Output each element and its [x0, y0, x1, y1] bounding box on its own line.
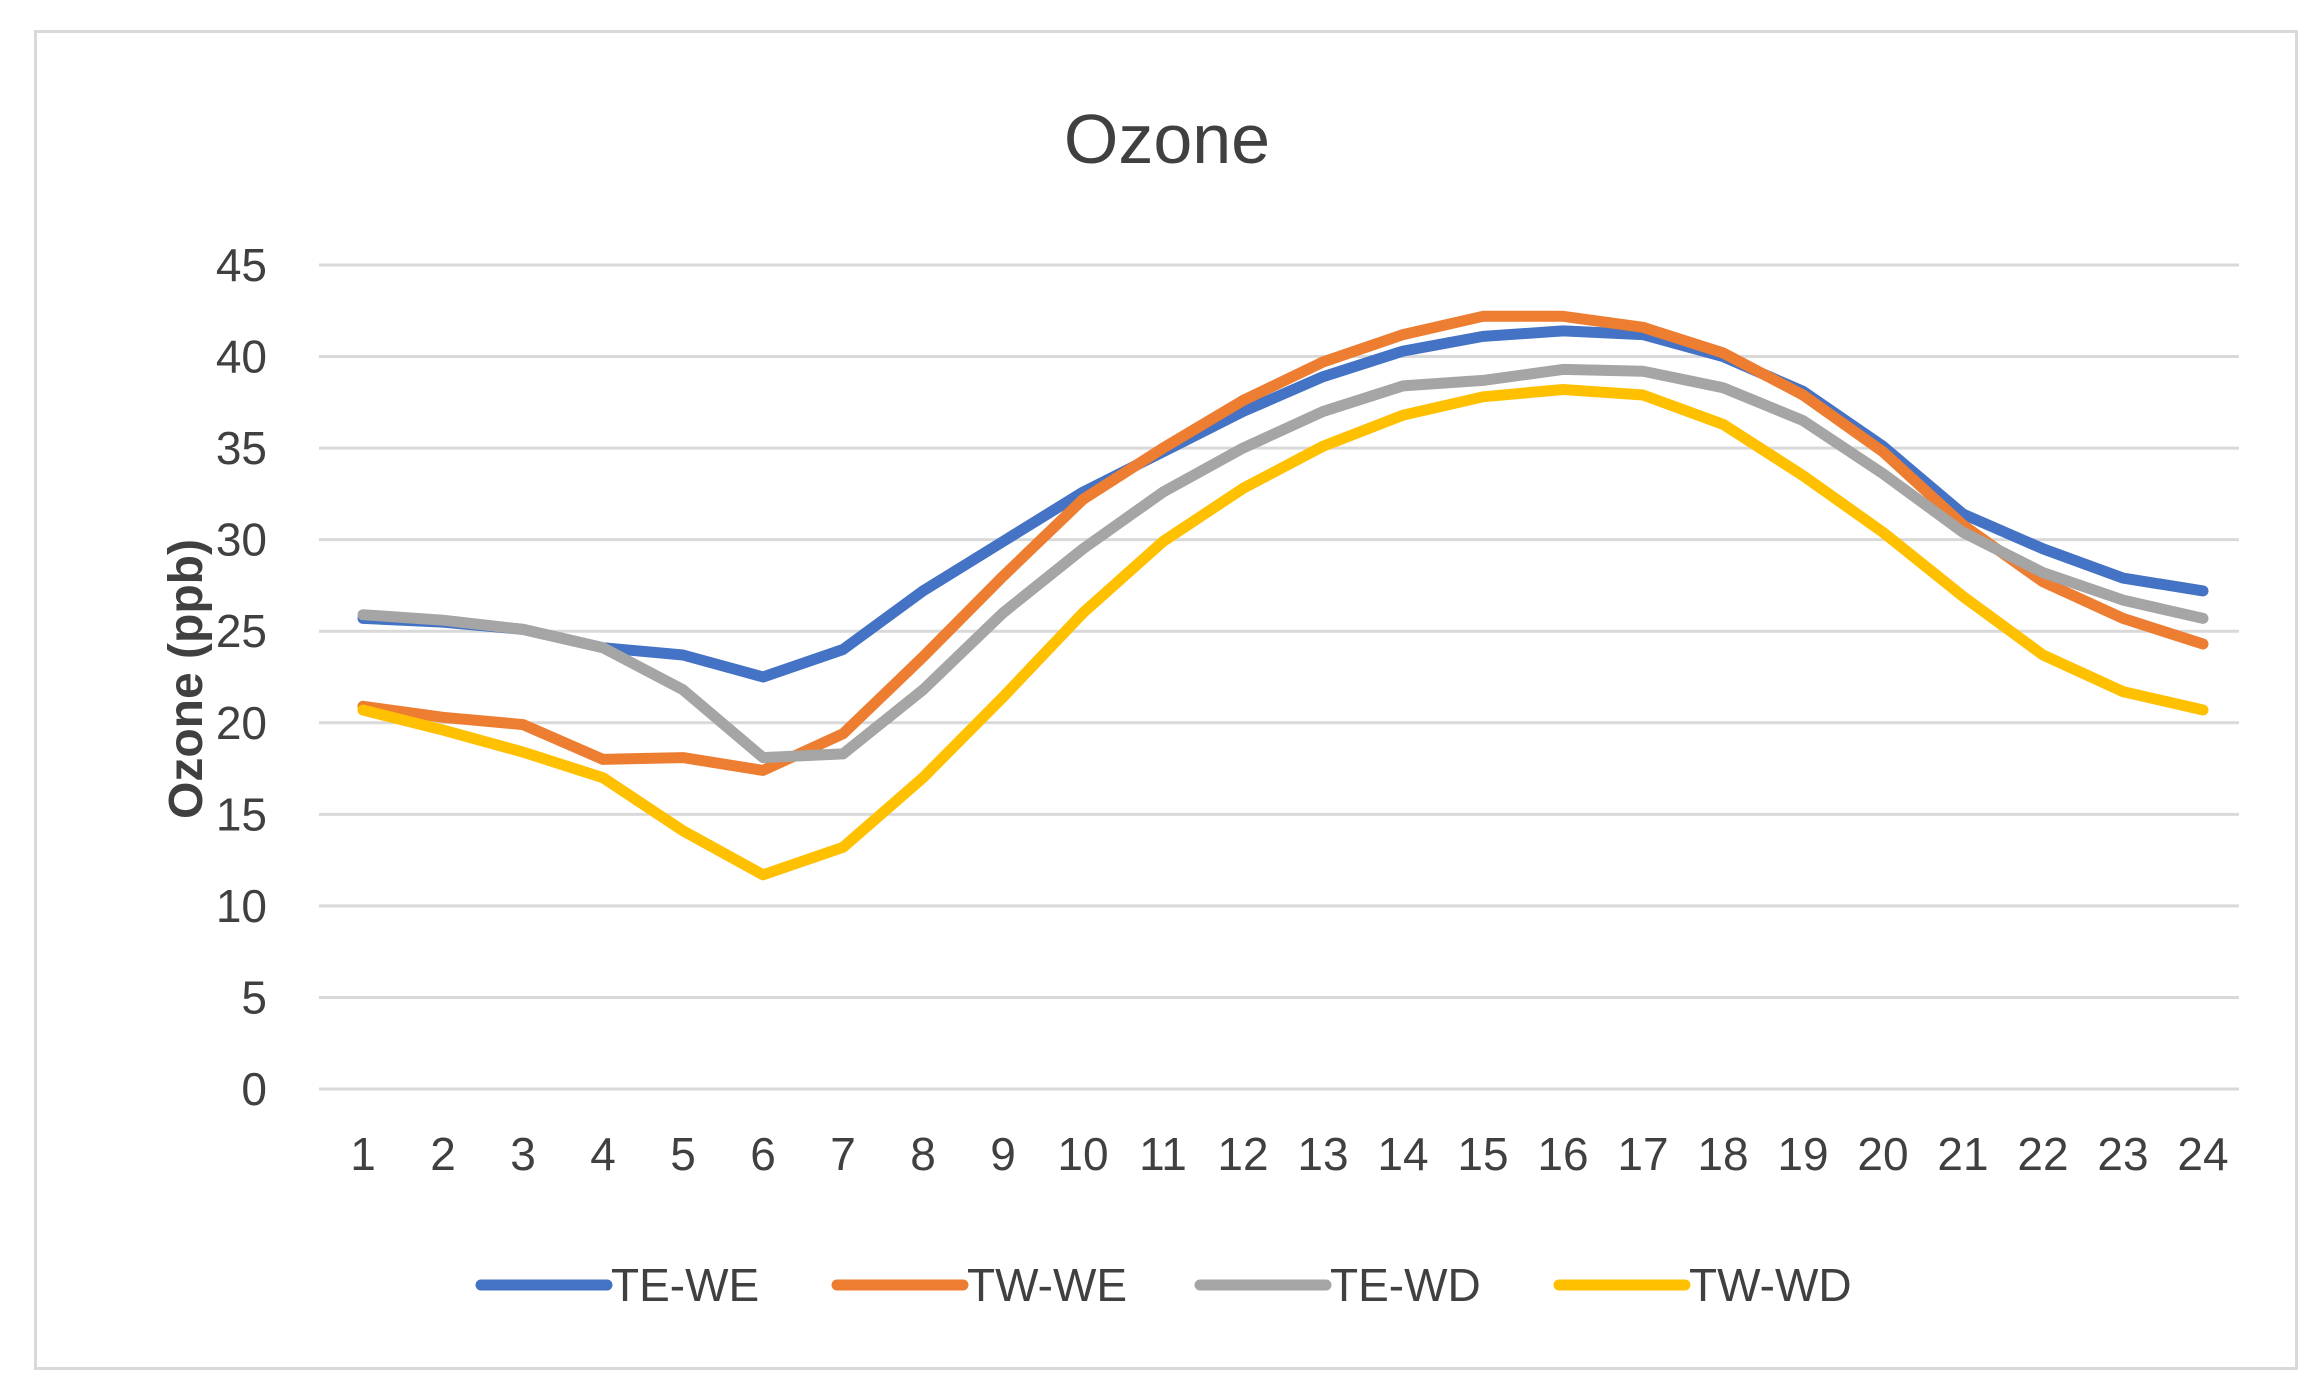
x-tick-label: 5 [670, 1128, 696, 1180]
x-tick-label: 3 [510, 1128, 536, 1180]
y-tick-label: 35 [216, 422, 267, 474]
x-tick-label: 1 [350, 1128, 376, 1180]
x-tick-label: 24 [2177, 1128, 2228, 1180]
y-tick-label: 15 [216, 788, 267, 840]
y-tick-label: 30 [216, 514, 267, 566]
y-axis-title: Ozone (ppb) [160, 539, 213, 819]
legend-label-te-we: TE-WE [611, 1259, 759, 1311]
x-tick-label: 11 [1139, 1128, 1187, 1180]
x-tick-label: 16 [1537, 1128, 1588, 1180]
series-line-te-wd [357, 363, 2209, 764]
x-tick-label: 15 [1457, 1128, 1508, 1180]
x-tick-label: 18 [1697, 1128, 1748, 1180]
x-tick-label: 13 [1297, 1128, 1348, 1180]
x-tick-label: 7 [830, 1128, 856, 1180]
series-lines [357, 310, 2209, 881]
x-tick-label: 19 [1777, 1128, 1828, 1180]
chart-title: Ozone [1064, 100, 1270, 178]
x-axis-ticks: 1 2 3 4 5 6 7 8 9 10 11 12 13 14 15 16 17 18 19 20 21 22 23 24 [350, 1128, 2228, 1180]
x-tick-label: 12 [1217, 1128, 1268, 1180]
x-tick-label: 2 [430, 1128, 456, 1180]
x-tick-label: 10 [1057, 1128, 1108, 1180]
x-tick-label: 23 [2097, 1128, 2148, 1180]
legend: TE-WE TW-WE TE-WD TW-WD [475, 1259, 1852, 1311]
x-tick-label: 6 [750, 1128, 776, 1180]
legend-label-tw-we: TW-WE [967, 1259, 1127, 1311]
y-tick-label: 40 [216, 331, 267, 383]
y-tick-label: 20 [216, 697, 267, 749]
series-line-tw-wd [357, 384, 2209, 881]
y-tick-label: 0 [241, 1063, 267, 1115]
x-tick-label: 8 [910, 1128, 936, 1180]
x-tick-label: 4 [590, 1128, 616, 1180]
x-tick-label: 9 [990, 1128, 1016, 1180]
x-tick-label: 17 [1617, 1128, 1668, 1180]
y-tick-label: 25 [216, 605, 267, 657]
y-tick-label: 5 [241, 971, 267, 1023]
x-tick-label: 21 [1937, 1128, 1988, 1180]
x-tick-label: 22 [2017, 1128, 2068, 1180]
series-line-tw-we [357, 310, 2209, 776]
y-axis-ticks: 0 5 10 15 20 25 30 35 40 45 [216, 239, 267, 1115]
chart-frame: Ozone 0 5 10 15 20 25 30 35 40 45 1 2 3 4 5 6 7 8 9 10 11 12… [34, 30, 2298, 1370]
legend-label-te-wd: TE-WD [1330, 1259, 1481, 1311]
x-tick-label: 20 [1857, 1128, 1908, 1180]
x-tick-label: 14 [1377, 1128, 1428, 1180]
gridlines [319, 263, 2239, 1091]
legend-label-tw-wd: TW-WD [1689, 1259, 1852, 1311]
y-tick-label: 45 [216, 239, 267, 291]
y-tick-label: 10 [216, 880, 267, 932]
